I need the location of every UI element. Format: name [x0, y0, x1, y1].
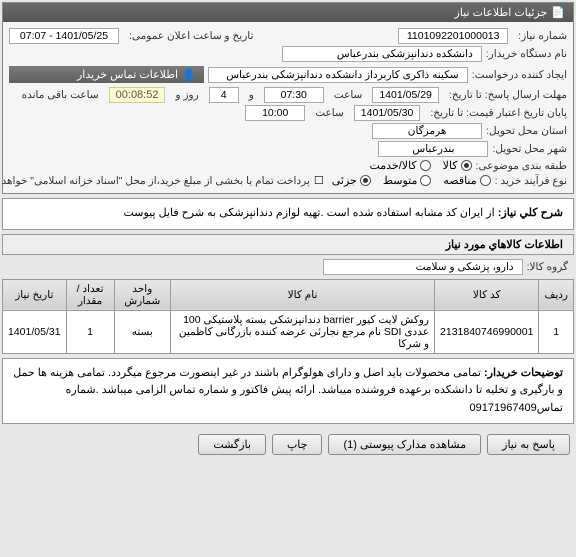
validity-time: 10:00	[245, 105, 305, 121]
province-value: هرمزگان	[372, 123, 482, 139]
days-and: و	[249, 89, 254, 101]
col-qty: تعداد / مقدار	[66, 279, 114, 310]
radio-dot-icon	[360, 175, 371, 186]
cell-date: 1401/05/31	[3, 310, 67, 353]
need-no-value: 1101092201000013	[398, 28, 508, 44]
contact-header-text: اطلاعات تماس خریدار	[77, 68, 178, 81]
delivery-note-label: توضیحات خریدار:	[484, 367, 563, 379]
countdown: 00:08:52	[109, 87, 166, 103]
days-after: روز و	[175, 89, 198, 101]
cell-idx: 1	[539, 310, 574, 353]
col-date: تاریخ نیاز	[3, 279, 67, 310]
row-city: شهر محل تحویل: بندرعباس	[9, 141, 567, 157]
group-label: گروه کالا:	[527, 261, 568, 273]
col-unit: واحد شمارش	[114, 279, 171, 310]
cell-name: روکش لایت کیور barrier دندانپزشکی بسته پ…	[171, 310, 435, 353]
radio-tender-label: مناقصه	[443, 174, 476, 187]
row-need-no: شماره نیاز: 1101092201000013 تاریخ و ساع…	[9, 28, 567, 44]
need-description-box: شرح کلي نياز: از ایران کد مشابه استفاده …	[2, 198, 574, 230]
requester-value: سکینه ذاکری کاربرداز دانشکده دندانپزشکی …	[208, 67, 468, 83]
doc-icon: 📄	[551, 6, 565, 19]
desc-label: شرح کلي نياز:	[498, 207, 563, 219]
panel-body: شماره نیاز: 1101092201000013 تاریخ و ساع…	[3, 22, 573, 193]
back-button[interactable]: بازگشت	[198, 434, 266, 455]
group-value: دارو، پزشکی و سلامت	[323, 259, 523, 275]
col-row: ردیف	[539, 279, 574, 310]
panel-header: 📄 جزئیات اطلاعات نیاز	[3, 3, 573, 22]
radio-service-label: کالا/خدمت	[369, 159, 416, 172]
validity-time-label: ساعت	[315, 107, 344, 119]
desc-text: از ایران کد مشابه استفاده شده است .تهیه …	[123, 207, 494, 219]
footer-buttons: پاسخ به نیاز مشاهده مدارک پیوستی (1) چاپ…	[0, 428, 576, 461]
row-group: گروه کالا: دارو، پزشکی و سلامت	[0, 257, 576, 277]
buyer-org-label: نام دستگاه خریدار:	[486, 48, 567, 60]
need-no-label: شماره نیاز:	[518, 30, 567, 42]
items-section-header: اطلاعات كالاهاي مورد نياز	[2, 234, 574, 255]
province-label: استان محل تحویل:	[486, 125, 567, 137]
announce-value: 1401/05/25 - 07:07	[9, 28, 119, 44]
person-icon: 👤	[182, 68, 196, 81]
cell-unit: بسته	[114, 310, 171, 353]
cell-qty: 1	[66, 310, 114, 353]
announce-label: تاریخ و ساعت اعلان عمومی:	[129, 30, 253, 42]
radio-goods[interactable]: کالا	[443, 159, 472, 172]
deadline-label: مهلت ارسال پاسخ: تا تاریخ:	[449, 89, 567, 101]
validity-label: پایان تاریخ اعتبار قیمت: تا تاریخ:	[430, 107, 567, 119]
row-validity: پایان تاریخ اعتبار قیمت: تا تاریخ: 1401/…	[9, 105, 567, 121]
radio-small[interactable]: جزئی	[332, 174, 371, 187]
col-name: نام کالا	[171, 279, 435, 310]
row-category: طبقه بندی موضوعی: کالا کالا/خدمت	[9, 159, 567, 172]
table-row[interactable]: 1 2131840746990001 روکش لایت کیور barrie…	[3, 310, 574, 353]
row-requester: ایجاد کننده درخواست: سکینه ذاکری کاربردا…	[9, 64, 567, 85]
city-label: شهر محل تحویل:	[492, 143, 567, 155]
row-buyer-org: نام دستگاه خریدار: دانشکده دندانپزشکی بن…	[9, 46, 567, 62]
radio-dot-icon	[461, 160, 472, 171]
row-province: استان محل تحویل: هرمزگان	[9, 123, 567, 139]
radio-goods-label: کالا	[443, 159, 458, 172]
radio-medium[interactable]: متوسط	[383, 174, 432, 187]
category-radio-group: کالا کالا/خدمت	[369, 159, 471, 172]
radio-tender[interactable]: مناقصه	[443, 174, 490, 187]
row-deadline: مهلت ارسال پاسخ: تا تاریخ: 1401/05/29 سا…	[9, 87, 567, 103]
buyer-org-value: دانشکده دندانپزشکی بندرعباس	[282, 46, 482, 62]
requester-label: ایجاد کننده درخواست:	[472, 69, 567, 81]
main-panel: 📄 جزئیات اطلاعات نیاز شماره نیاز: 110109…	[2, 2, 574, 194]
reply-button[interactable]: پاسخ به نیاز	[487, 434, 570, 455]
delivery-note-box: توضیحات خریدار: تمامی محصولات باید اصل و…	[2, 358, 574, 425]
print-button[interactable]: چاپ	[272, 434, 323, 455]
radio-small-label: جزئی	[332, 174, 357, 187]
contact-header[interactable]: 👤 اطلاعات تماس خریدار	[9, 66, 204, 83]
radio-dot-icon	[420, 175, 431, 186]
radio-medium-label: متوسط	[383, 174, 418, 187]
payment-note: پرداخت تمام یا بخشی از مبلغ خرید،از محل …	[0, 175, 310, 187]
col-code: کد کالا	[435, 279, 539, 310]
deadline-date: 1401/05/29	[372, 87, 439, 103]
process-label: نوع فرآیند خرید :	[495, 175, 567, 187]
delivery-note-text: تمامی محصولات باید اصل و دارای هولوگرام …	[13, 367, 563, 414]
radio-service[interactable]: کالا/خدمت	[369, 159, 430, 172]
row-process: نوع فرآیند خرید : مناقصه متوسط جزئی ☐ پر…	[9, 174, 567, 187]
category-label: طبقه بندی موضوعی:	[476, 160, 567, 172]
days-value: 4	[209, 87, 239, 103]
table-header-row: ردیف کد کالا نام کالا واحد شمارش تعداد /…	[3, 279, 574, 310]
checkbox-icon[interactable]: ☐	[314, 174, 324, 187]
radio-dot-icon	[480, 175, 491, 186]
cell-code: 2131840746990001	[435, 310, 539, 353]
city-value: بندرعباس	[378, 141, 488, 157]
deadline-time-label: ساعت	[334, 89, 363, 101]
deadline-time: 07:30	[264, 87, 324, 103]
attachments-button[interactable]: مشاهده مدارک پیوستی (1)	[328, 434, 481, 455]
radio-dot-icon	[420, 160, 431, 171]
validity-date: 1401/05/30	[354, 105, 421, 121]
remaining-label: ساعت باقی مانده	[22, 89, 99, 101]
panel-title: جزئیات اطلاعات نیاز	[455, 6, 548, 19]
process-radio-group: مناقصه متوسط جزئی	[332, 174, 491, 187]
items-table: ردیف کد کالا نام کالا واحد شمارش تعداد /…	[2, 279, 574, 354]
